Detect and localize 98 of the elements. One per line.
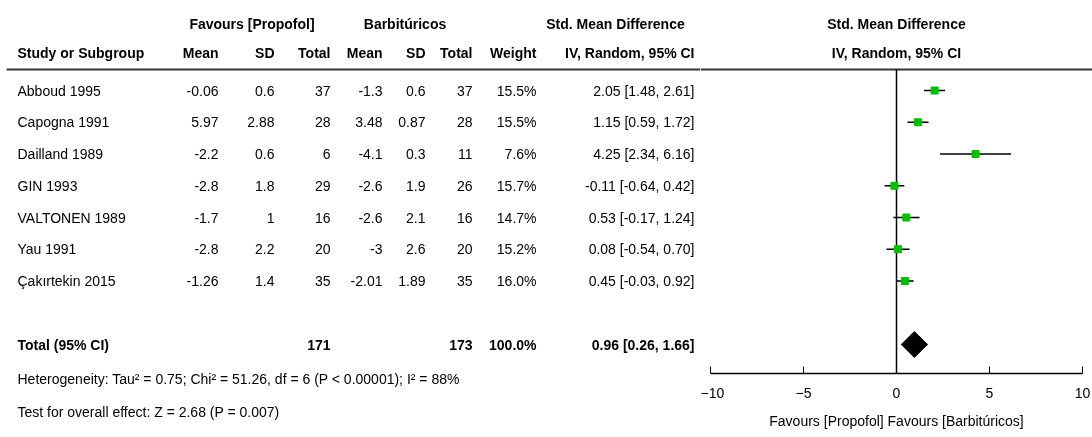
text: -3 bbox=[370, 241, 383, 258]
text: Study or Subgroup bbox=[17, 44, 145, 61]
point bbox=[913, 118, 922, 127]
point bbox=[890, 181, 899, 190]
text: 1.4 bbox=[255, 273, 275, 289]
text: Std. Mean Difference bbox=[546, 15, 685, 32]
category-label: Total (95% CI) bbox=[17, 336, 110, 353]
text: -2.6 bbox=[358, 177, 383, 194]
category-label: Mean bbox=[346, 44, 383, 61]
category-label: Abboud 1995 bbox=[17, 82, 101, 99]
text: 16 bbox=[314, 209, 331, 226]
text: 1.8 bbox=[255, 177, 275, 194]
text: 7.6% bbox=[504, 146, 537, 162]
text: -1.7 bbox=[194, 209, 219, 226]
text: 0.6 bbox=[406, 82, 426, 99]
text: 37 bbox=[456, 82, 473, 99]
text: 0.6 bbox=[255, 82, 275, 99]
text: 0.87 bbox=[398, 114, 426, 131]
category-label: SD bbox=[406, 44, 426, 61]
text: 28 bbox=[314, 114, 331, 131]
point bbox=[930, 86, 939, 95]
text: 0.53 [-0.17, 1.24] bbox=[588, 209, 695, 226]
text: 15.2% bbox=[496, 241, 537, 258]
text: -1.3 bbox=[358, 82, 383, 99]
text: -2.2 bbox=[194, 146, 219, 162]
category-label: Yau 1991 bbox=[17, 241, 77, 258]
text: 0.6 bbox=[255, 146, 275, 162]
text: -1.26 bbox=[186, 273, 219, 289]
category-label: Weight bbox=[490, 44, 537, 61]
text: 2.6 bbox=[406, 241, 426, 258]
category-label: SD bbox=[255, 44, 275, 61]
text: 15.5% bbox=[496, 114, 537, 131]
text: 1.15 [0.59, 1.72] bbox=[593, 114, 695, 131]
chart-subtitle: IV, Random, 95% CI bbox=[831, 44, 962, 61]
category-label: Total bbox=[440, 44, 473, 61]
text: 16 bbox=[456, 209, 473, 226]
point bbox=[971, 150, 980, 158]
x-tick-label: 10 bbox=[1074, 384, 1091, 401]
text: 171 bbox=[307, 336, 331, 353]
text: 100.0% bbox=[489, 336, 537, 353]
category-label: VALTONEN 1989 bbox=[17, 209, 126, 226]
text: 14.7% bbox=[496, 209, 537, 226]
text: 3.48 bbox=[355, 114, 383, 131]
text: 35 bbox=[314, 273, 331, 289]
text: 0.3 bbox=[406, 146, 426, 162]
text: -0.06 bbox=[186, 82, 219, 99]
text: 5.97 bbox=[191, 114, 219, 131]
x-tick-label: 0 bbox=[892, 384, 901, 401]
text: 1 bbox=[266, 209, 275, 226]
point bbox=[900, 277, 909, 285]
text: 1.89 bbox=[398, 273, 426, 289]
text: 173 bbox=[449, 336, 473, 353]
text: 37 bbox=[314, 82, 331, 99]
point bbox=[893, 245, 902, 254]
text: 29 bbox=[314, 177, 331, 194]
category-label: Total bbox=[298, 44, 331, 61]
x-tick-label: 5 bbox=[985, 384, 994, 401]
category-label: Capogna 1991 bbox=[17, 114, 110, 131]
text: Heterogeneity: Tau² = 0.75; Chi² = 51.26, df = 6 (P < 0.00001); I² = 88% bbox=[17, 370, 460, 387]
x-tick-label: −5 bbox=[795, 384, 812, 401]
x-axis-title: Favours [Propofol] Favours [Barbitúricos] bbox=[769, 412, 1024, 429]
text: 6 bbox=[322, 146, 331, 162]
text: -2.6 bbox=[358, 209, 383, 226]
text: 2.2 bbox=[255, 241, 275, 258]
category-label: Dailland 1989 bbox=[17, 146, 104, 162]
text: 20 bbox=[314, 241, 331, 258]
text: -0.11 [-0.64, 0.42] bbox=[585, 177, 695, 194]
text: 2.88 bbox=[247, 114, 275, 131]
text: -2.8 bbox=[194, 241, 219, 258]
text: 15.7% bbox=[496, 177, 537, 194]
text: 26 bbox=[456, 177, 473, 194]
text: 20 bbox=[456, 241, 473, 258]
text: 35 bbox=[456, 273, 473, 289]
text: 0.08 [-0.54, 0.70] bbox=[588, 241, 695, 258]
text: -4.1 bbox=[358, 146, 383, 162]
point bbox=[902, 213, 911, 222]
text: Test for overall effect: Z = 2.68 (P = 0.007) bbox=[17, 403, 280, 420]
text: 4.25 [2.34, 6.16] bbox=[593, 146, 695, 162]
x-tick-label: −10 bbox=[700, 384, 725, 401]
category-label: GIN 1993 bbox=[17, 177, 78, 194]
text: 11 bbox=[457, 146, 473, 162]
category-label: Çakırtekin 2015 bbox=[17, 273, 116, 289]
text: 16.0% bbox=[496, 273, 537, 289]
text: -2.8 bbox=[194, 177, 219, 194]
category-label: IV, Random, 95% CI bbox=[565, 44, 695, 61]
text: Barbitúricos bbox=[363, 15, 447, 32]
chart-title: Std. Mean Difference bbox=[827, 15, 966, 32]
point bbox=[900, 331, 928, 358]
category-label: Mean bbox=[182, 44, 219, 61]
text: 0.96 [0.26, 1.66] bbox=[591, 336, 695, 353]
text: Favours [Propofol] bbox=[189, 15, 315, 32]
text: 1.9 bbox=[406, 177, 426, 194]
text: -2.01 bbox=[350, 273, 383, 289]
text: 2.1 bbox=[406, 209, 426, 226]
text: 15.5% bbox=[496, 82, 537, 99]
text: 2.05 [1.48, 2.61] bbox=[593, 82, 695, 99]
text: 0.45 [-0.03, 0.92] bbox=[588, 273, 695, 289]
text: 28 bbox=[456, 114, 473, 131]
